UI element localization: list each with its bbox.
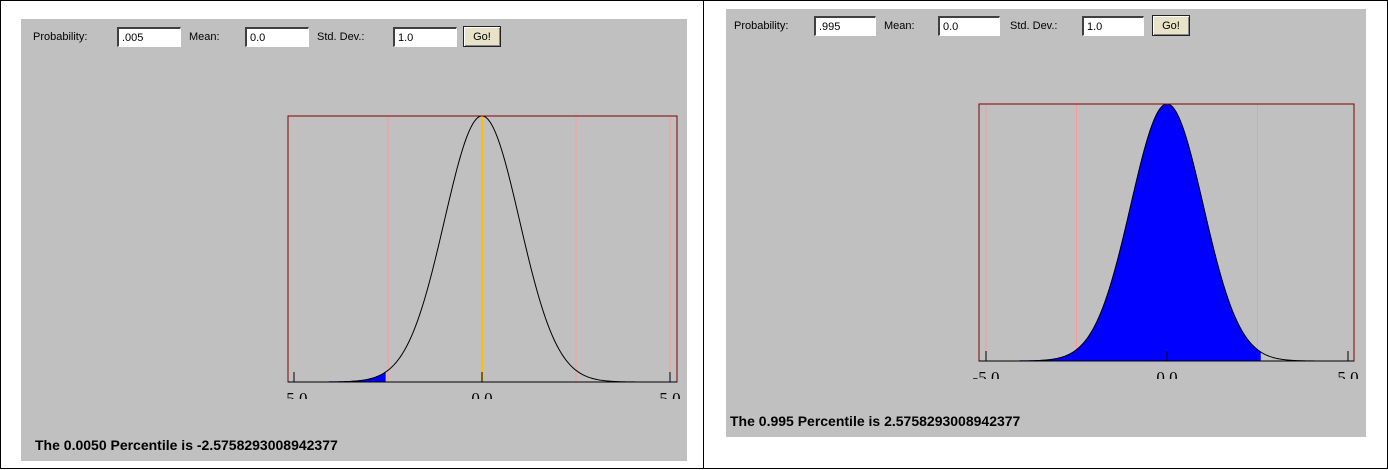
- shaded-area: [294, 371, 386, 383]
- x-tick-label: 0.0: [1156, 368, 1177, 379]
- normal-distribution-plot: -5.0 0.0 5.0: [973, 103, 1359, 379]
- go-button[interactable]: Go!: [1152, 15, 1190, 36]
- x-tick-label: -5.0: [281, 389, 308, 399]
- std-dev-label: Std. Dev.:: [317, 31, 365, 43]
- x-tick-label: 0.0: [471, 389, 492, 399]
- probability-input[interactable]: [117, 27, 181, 47]
- probability-label: Probability:: [33, 31, 88, 43]
- mean-label: Mean:: [884, 20, 915, 32]
- std-dev-input[interactable]: [1082, 16, 1144, 36]
- result-text: The 0.0050 Percentile is -2.575829300894…: [35, 437, 338, 453]
- left-panel-frame: Probability: Mean: Std. Dev.: Go! -5.0 0.…: [0, 0, 704, 469]
- std-dev-input[interactable]: [393, 27, 457, 47]
- result-text: The 0.995 Percentile is 2.57582930089423…: [730, 413, 1021, 429]
- normal-distribution-plot: -5.0 0.0 5.0: [281, 115, 681, 399]
- probability-label: Probability:: [734, 20, 789, 32]
- mean-label: Mean:: [189, 31, 220, 43]
- x-tick-label: -5.0: [973, 368, 1000, 379]
- right-panel-frame: Probability: Mean: Std. Dev.: Go! -5.0 0.…: [703, 0, 1388, 469]
- left-applet: Probability: Mean: Std. Dev.: Go! -5.0 0.…: [21, 19, 687, 461]
- go-button[interactable]: Go!: [463, 26, 501, 47]
- probability-input[interactable]: [814, 16, 876, 36]
- x-tick-label: 5.0: [1337, 368, 1358, 379]
- std-dev-label: Std. Dev.:: [1010, 20, 1058, 32]
- shaded-area: [986, 103, 1261, 362]
- right-applet: Probability: Mean: Std. Dev.: Go! -5.0 0.…: [726, 9, 1366, 437]
- mean-input[interactable]: [245, 27, 309, 47]
- x-tick-label: 5.0: [659, 389, 680, 399]
- mean-input[interactable]: [938, 16, 1000, 36]
